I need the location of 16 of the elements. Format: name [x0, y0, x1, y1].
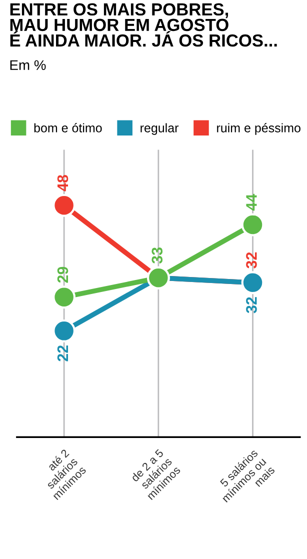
legend-label: bom e ótimo: [34, 123, 102, 132]
point: [52, 319, 76, 342]
data-label: 22: [57, 345, 68, 362]
data-label: 44: [246, 194, 257, 211]
data-label: 33: [152, 247, 163, 264]
point: [241, 213, 264, 236]
data-label: 32: [246, 252, 257, 268]
chart-title: ENTRE OS MAIS POBRES, MAU HUMOR EM AGOSTO É AINDA MAIOR. JÁ OS RICOS...: [10, 3, 277, 47]
legend-label: ruim e péssimo: [217, 123, 300, 135]
data-label: 48: [57, 174, 68, 192]
chart-subtitle: Em %: [10, 60, 46, 70]
data-label: 29: [57, 266, 68, 283]
data-label: 32: [246, 297, 257, 314]
point: [52, 286, 76, 309]
legend-label: regular: [140, 123, 179, 135]
point: [52, 194, 76, 217]
